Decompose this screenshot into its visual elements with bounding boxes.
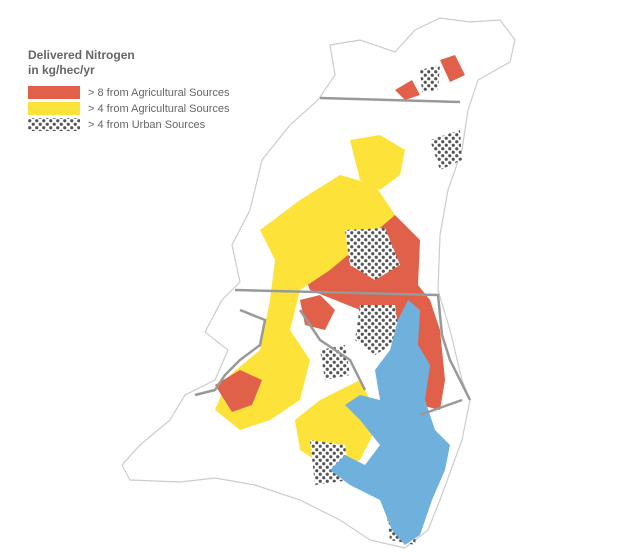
legend-swatch — [28, 86, 80, 99]
yellow-area — [215, 135, 405, 470]
red-area — [215, 55, 465, 412]
legend-label: > 4 from Urban Sources — [88, 119, 206, 131]
watershed — [121, 17, 516, 549]
legend-swatch — [28, 118, 80, 131]
legend-label: > 8 from Agricultural Sources — [88, 87, 230, 99]
legend: Delivered Nitrogen in kg/hec/yr > 8 from… — [28, 48, 230, 131]
legend-swatch — [28, 102, 80, 115]
urban-area — [310, 65, 462, 545]
bay — [330, 300, 450, 545]
legend-title: Delivered Nitrogen — [28, 48, 135, 62]
legend-label: > 4 from Agricultural Sources — [88, 103, 230, 115]
legend-title: in kg/hec/yr — [28, 63, 95, 77]
state-border — [194, 96, 472, 417]
